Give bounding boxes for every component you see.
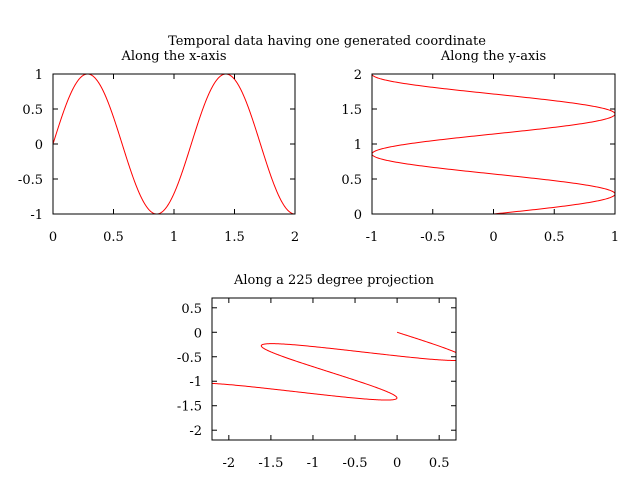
y-tick-label: -0.5 [177,351,202,366]
y-tick-label: 1 [35,68,43,83]
chart-panel-1: Along the x-axis 0 0.5 1 1.5 2 -1 -0.5 0 0.5 1 [18,49,299,245]
x-tick-label: 1 [611,230,619,245]
x-tick-label: 0 [393,456,401,471]
x-tick-label: 1 [170,230,178,245]
y-tick-label: -1 [189,375,202,390]
y-tick-label: 0 [354,208,362,223]
y-tick-label: -2 [189,424,202,439]
figure-title: Temporal data having one generated coord… [168,34,486,49]
plot-frame [211,297,457,441]
x-tick-label: -0.5 [420,230,445,245]
x-tick-label: -0.5 [342,456,367,471]
x-tick-label: 0.5 [103,230,124,245]
y-tick-label: 0.5 [341,173,362,188]
y-tick-label: 0.5 [22,103,43,118]
y-tick-label: 1 [354,138,362,153]
chart-panel-3: Along a 225 degree projection -2 -1.5 -1 -0.… [177,273,457,471]
x-tick-label: -1.5 [258,456,283,471]
chart-title: Along a 225 degree projection [233,273,435,288]
series-line-1 [372,74,615,214]
x-tick-label: 2 [291,230,299,245]
x-tick-label: 0.5 [429,456,450,471]
y-tick-label: -0.5 [18,173,43,188]
y-tick-label: 2 [354,68,362,83]
y-tick-label: 1.5 [341,103,362,118]
y-tick-label: 0 [194,326,202,341]
x-tick-label: 0.5 [544,230,565,245]
x-tick-label: 0 [49,230,57,245]
series-line-1 [212,331,456,401]
x-tick-label: -2 [222,456,235,471]
y-tick-label: 0.5 [181,302,202,317]
y-tick-label: 0 [35,138,43,153]
y-tick-label: -1.5 [177,400,202,415]
chart-panel-2: Along the y-axis -1 -0.5 0 0.5 1 0 0.5 1 1.5 2 [341,49,619,245]
series-line-1 [53,74,295,214]
y-tick-label: -1 [30,208,43,223]
x-tick-label: -1 [366,230,379,245]
chart-title: Along the y-axis [440,49,546,64]
x-tick-label: 0 [489,230,497,245]
x-tick-label: 1.5 [224,230,245,245]
x-tick-label: -1 [307,456,320,471]
chart-title: Along the x-axis [120,49,226,64]
